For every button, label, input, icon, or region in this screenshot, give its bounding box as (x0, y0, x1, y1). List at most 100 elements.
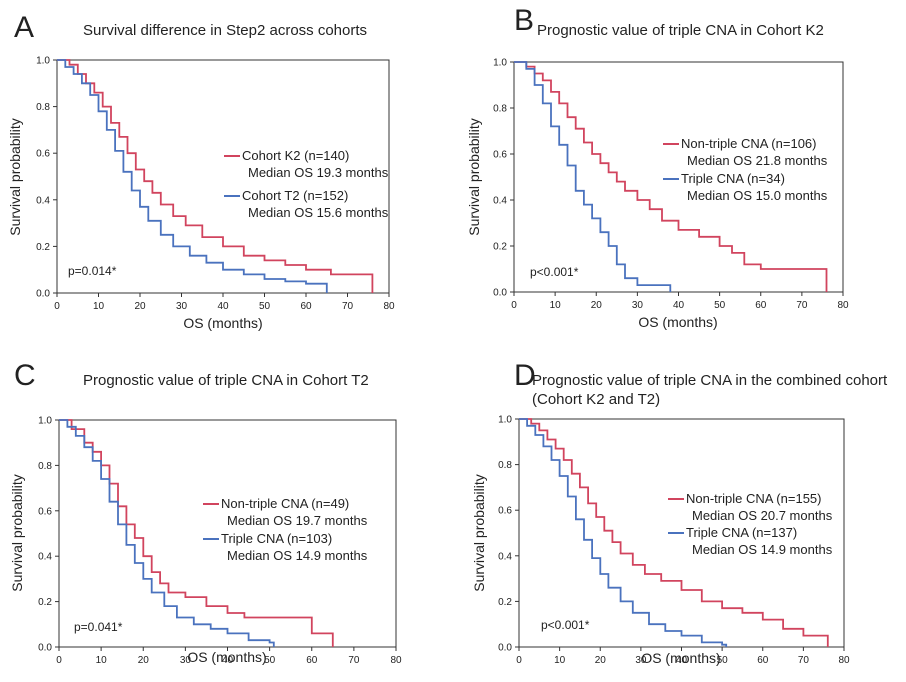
y-axis-label: Survival probability (7, 118, 23, 236)
y-tick-label: 0.0 (36, 289, 50, 300)
legend-entry-median: Median OS 15.6 months (248, 205, 389, 220)
panel-letter: B (514, 4, 534, 37)
x-tick-label: 30 (180, 655, 192, 666)
x-tick-label: 0 (511, 300, 517, 311)
y-tick-label: 0.4 (36, 195, 50, 206)
x-tick-label: 70 (348, 655, 360, 666)
x-tick-label: 30 (176, 301, 188, 312)
p-value-label: p=0.014* (68, 264, 117, 278)
y-tick-label: 0.4 (498, 551, 512, 562)
x-tick-label: 80 (837, 300, 849, 311)
y-tick-label: 0.8 (498, 460, 512, 471)
legend-entry-name: Triple CNA (n=103) (221, 531, 332, 546)
x-tick-label: 80 (383, 301, 395, 312)
x-tick-label: 80 (838, 655, 850, 666)
series-line-red (59, 419, 334, 647)
series-line-blue (519, 418, 728, 647)
x-tick-label: 50 (717, 655, 729, 666)
panel-c: C Prognostic value of triple CNA in Cohor… (9, 359, 402, 666)
x-tick-label: 30 (632, 300, 644, 311)
y-tick-label: 0.0 (498, 643, 512, 654)
panel-a: A Survival difference in Step2 across coh… (7, 11, 395, 331)
legend-entry-median: Median OS 15.0 months (687, 188, 828, 203)
legend-entry-name: Non-triple CNA (n=106) (681, 136, 816, 151)
y-axis-label: Survival probability (9, 474, 25, 592)
panel-b: B Prognostic value of triple CNA in Cohor… (466, 4, 849, 330)
x-tick-label: 80 (390, 655, 402, 666)
x-tick-label: 20 (591, 300, 603, 311)
p-value-label: p<0.001* (541, 618, 590, 632)
legend-entry-name: Triple CNA (n=34) (681, 171, 785, 186)
panel-letter: D (514, 359, 536, 392)
x-tick-label: 70 (342, 301, 354, 312)
chart-title: Prognostic value of triple CNA in Cohort… (83, 372, 369, 389)
legend-entry-name: Cohort T2 (n=152) (242, 188, 348, 203)
legend-entry-median: Median OS 19.7 months (227, 513, 368, 528)
x-tick-label: 50 (714, 300, 726, 311)
x-tick-label: 50 (259, 301, 271, 312)
panel-letter: C (14, 359, 36, 392)
x-tick-label: 60 (757, 655, 769, 666)
series-line-red (57, 59, 374, 293)
chart-title: Prognostic value of triple CNA in Cohort… (537, 22, 824, 39)
y-tick-label: 1.0 (493, 58, 507, 69)
y-tick-label: 0.4 (38, 552, 52, 563)
y-tick-label: 0.2 (498, 597, 512, 608)
x-tick-label: 40 (217, 301, 229, 312)
y-tick-label: 0.2 (38, 597, 52, 608)
series-line-blue (514, 61, 672, 292)
p-value-label: p=0.041* (74, 620, 123, 634)
x-tick-label: 40 (676, 655, 688, 666)
legend-entry-name: Cohort K2 (n=140) (242, 148, 349, 163)
x-axis-label: OS (months) (187, 649, 266, 665)
legend-entry-median: Median OS 19.3 months (248, 165, 389, 180)
x-tick-label: 70 (796, 300, 808, 311)
x-tick-label: 10 (550, 300, 562, 311)
p-value-label: p<0.001* (530, 265, 579, 279)
legend-entry-median: Median OS 21.8 months (687, 153, 828, 168)
y-tick-label: 0.8 (493, 104, 507, 115)
x-tick-label: 20 (138, 655, 150, 666)
y-tick-label: 0.4 (493, 196, 507, 207)
y-tick-label: 0.6 (36, 149, 50, 160)
y-tick-label: 0.8 (36, 102, 50, 113)
panel-letter: A (14, 11, 34, 44)
x-tick-label: 20 (595, 655, 607, 666)
series-line-red (519, 418, 829, 647)
y-tick-label: 0.6 (498, 506, 512, 517)
chart-title-line2: (Cohort K2 and T2) (532, 391, 660, 408)
x-tick-label: 30 (635, 655, 647, 666)
y-tick-label: 0.6 (38, 506, 52, 517)
x-tick-label: 10 (554, 655, 566, 666)
legend-entry-median: Median OS 20.7 months (692, 508, 833, 523)
y-tick-label: 0.0 (493, 288, 507, 299)
x-tick-label: 0 (54, 301, 60, 312)
x-tick-label: 20 (134, 301, 146, 312)
legend-entry-median: Median OS 14.9 months (227, 548, 368, 563)
x-tick-label: 70 (798, 655, 810, 666)
x-tick-label: 0 (516, 655, 522, 666)
legend-entry-median: Median OS 14.9 months (692, 542, 833, 557)
x-tick-label: 40 (222, 655, 234, 666)
y-tick-label: 1.0 (38, 416, 52, 427)
series-line-red (514, 61, 828, 292)
y-tick-label: 0.2 (493, 242, 507, 253)
y-tick-label: 0.0 (38, 643, 52, 654)
y-tick-label: 1.0 (498, 415, 512, 426)
series-line-blue (59, 419, 275, 647)
x-axis-label: OS (months) (638, 314, 717, 330)
chart-title: Prognostic value of triple CNA in the co… (532, 372, 888, 389)
y-tick-label: 0.6 (493, 150, 507, 161)
x-tick-label: 40 (673, 300, 685, 311)
x-tick-label: 60 (300, 301, 312, 312)
plot-frame (513, 61, 844, 293)
legend-entry-name: Triple CNA (n=137) (686, 525, 797, 540)
x-axis-label: OS (months) (183, 315, 262, 331)
x-tick-label: 60 (306, 655, 318, 666)
legend-entry-name: Non-triple CNA (n=155) (686, 491, 821, 506)
legend-entry-name: Non-triple CNA (n=49) (221, 496, 349, 511)
x-tick-label: 60 (755, 300, 767, 311)
y-tick-label: 0.8 (38, 461, 52, 472)
